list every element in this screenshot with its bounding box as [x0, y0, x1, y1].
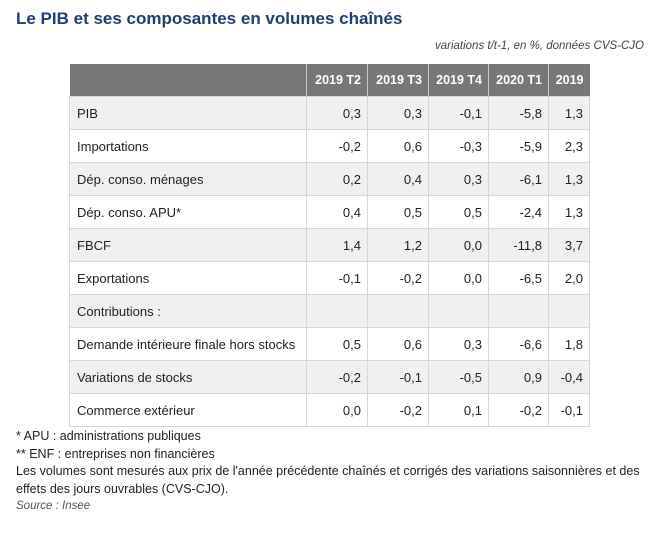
- row-label: Importations: [69, 129, 307, 163]
- table-row: Exportations -0,1 -0,2 0,0 -6,5 2,0: [69, 261, 590, 295]
- value-cell: -6,6: [488, 327, 549, 361]
- row-label: Exportations: [69, 261, 307, 295]
- table-row: Commerce extérieur 0,0 -0,2 0,1 -0,2 -0,1: [69, 393, 590, 427]
- table-header-row: 2019 T2 2019 T3 2019 T4 2020 T1 2019: [69, 64, 590, 97]
- value-cell: -2,4: [488, 195, 549, 229]
- value-cell: -0,1: [428, 96, 489, 130]
- table-row: PIB 0,3 0,3 -0,1 -5,8 1,3: [69, 96, 590, 130]
- value-cell: -6,1: [488, 162, 549, 196]
- value-cell: -5,9: [488, 129, 549, 163]
- value-cell: 0,5: [367, 195, 429, 229]
- value-cell: 0,3: [428, 327, 489, 361]
- table-row: Contributions :: [69, 294, 590, 328]
- column-header: 2019 T4: [428, 64, 489, 97]
- value-cell: [428, 294, 489, 328]
- table-row: FBCF 1,4 1,2 0,0 -11,8 3,7: [69, 228, 590, 262]
- header-label-cell: [69, 64, 307, 97]
- value-cell: -0,2: [306, 129, 368, 163]
- footnote-method: Les volumes sont mesurés aux prix de l'a…: [16, 464, 640, 496]
- value-cell: -0,2: [306, 360, 368, 394]
- value-cell: 3,7: [548, 228, 590, 262]
- value-cell: [488, 294, 549, 328]
- row-label: Dép. conso. APU*: [69, 195, 307, 229]
- data-table: 2019 T2 2019 T3 2019 T4 2020 T1 2019 PIB…: [69, 64, 590, 427]
- value-cell: 1,3: [548, 96, 590, 130]
- table-row: Variations de stocks -0,2 -0,1 -0,5 0,9 -0,4: [69, 360, 590, 394]
- value-cell: 0,5: [306, 327, 368, 361]
- value-cell: 0,3: [428, 162, 489, 196]
- row-label: Contributions :: [69, 294, 307, 328]
- value-cell: 0,4: [306, 195, 368, 229]
- value-cell: 1,3: [548, 162, 590, 196]
- row-label: Demande intérieure finale hors stocks: [69, 327, 307, 361]
- value-cell: -0,1: [306, 261, 368, 295]
- value-cell: 0,6: [367, 129, 429, 163]
- footnote-enf: ** ENF : entreprises non financières: [16, 446, 215, 461]
- row-label: PIB: [69, 96, 307, 130]
- row-label: Commerce extérieur: [69, 393, 307, 427]
- value-cell: -0,2: [367, 393, 429, 427]
- table-row: Importations -0,2 0,6 -0,3 -5,9 2,3: [69, 129, 590, 163]
- row-label: FBCF: [69, 228, 307, 262]
- value-cell: [367, 294, 429, 328]
- value-cell: 0,2: [306, 162, 368, 196]
- value-cell: 1,4: [306, 228, 368, 262]
- value-cell: -0,1: [367, 360, 429, 394]
- value-cell: 0,3: [306, 96, 368, 130]
- page-title: Le PIB et ses composantes en volumes cha…: [16, 9, 403, 28]
- column-header: 2019 T3: [367, 64, 429, 97]
- value-cell: 1,3: [548, 195, 590, 229]
- value-cell: -0,5: [428, 360, 489, 394]
- table-row: Dép. conso. ménages 0,2 0,4 0,3 -6,1 1,3: [69, 162, 590, 196]
- value-cell: 0,3: [367, 96, 429, 130]
- value-cell: 0,0: [306, 393, 368, 427]
- column-header: 2019: [548, 64, 590, 97]
- value-cell: -0,4: [548, 360, 590, 394]
- value-cell: 0,5: [428, 195, 489, 229]
- source-note: Source : Insee: [16, 500, 91, 512]
- table-row: Dép. conso. APU* 0,4 0,5 0,5 -2,4 1,3: [69, 195, 590, 229]
- value-cell: [306, 294, 368, 328]
- table-body: PIB 0,3 0,3 -0,1 -5,8 1,3 Importations -0,2 0,6-…: [69, 96, 590, 427]
- value-cell: -0,2: [367, 261, 429, 295]
- value-cell: 0,4: [367, 162, 429, 196]
- value-cell: -0,3: [428, 129, 489, 163]
- column-header: 2020 T1: [488, 64, 549, 97]
- value-cell: 0,9: [488, 360, 549, 394]
- footnote-apu: * APU : administrations publiques: [16, 429, 201, 443]
- value-cell: [548, 294, 590, 328]
- value-cell: 0,0: [428, 228, 489, 262]
- value-cell: 2,0: [548, 261, 590, 295]
- value-cell: 0,0: [428, 261, 489, 295]
- value-cell: -6,5: [488, 261, 549, 295]
- footnotes: * APU : administrations publiques ** ENF…: [16, 428, 646, 516]
- value-cell: -0,1: [548, 393, 590, 427]
- column-header: 2019 T2: [306, 64, 368, 97]
- value-cell: 2,3: [548, 129, 590, 163]
- value-cell: 0,6: [367, 327, 429, 361]
- value-cell: 1,2: [367, 228, 429, 262]
- value-cell: -5,8: [488, 96, 549, 130]
- value-cell: -0,2: [488, 393, 549, 427]
- value-cell: -11,8: [488, 228, 549, 262]
- value-cell: 0,1: [428, 393, 489, 427]
- row-label: Dép. conso. ménages: [69, 162, 307, 196]
- table-row: Demande intérieure finale hors stocks 0,5…: [69, 327, 590, 361]
- table-subtitle: variations t/t-1, en %, données CVS-CJO: [434, 40, 644, 52]
- value-cell: 1,8: [548, 327, 590, 361]
- row-label: Variations de stocks: [69, 360, 307, 394]
